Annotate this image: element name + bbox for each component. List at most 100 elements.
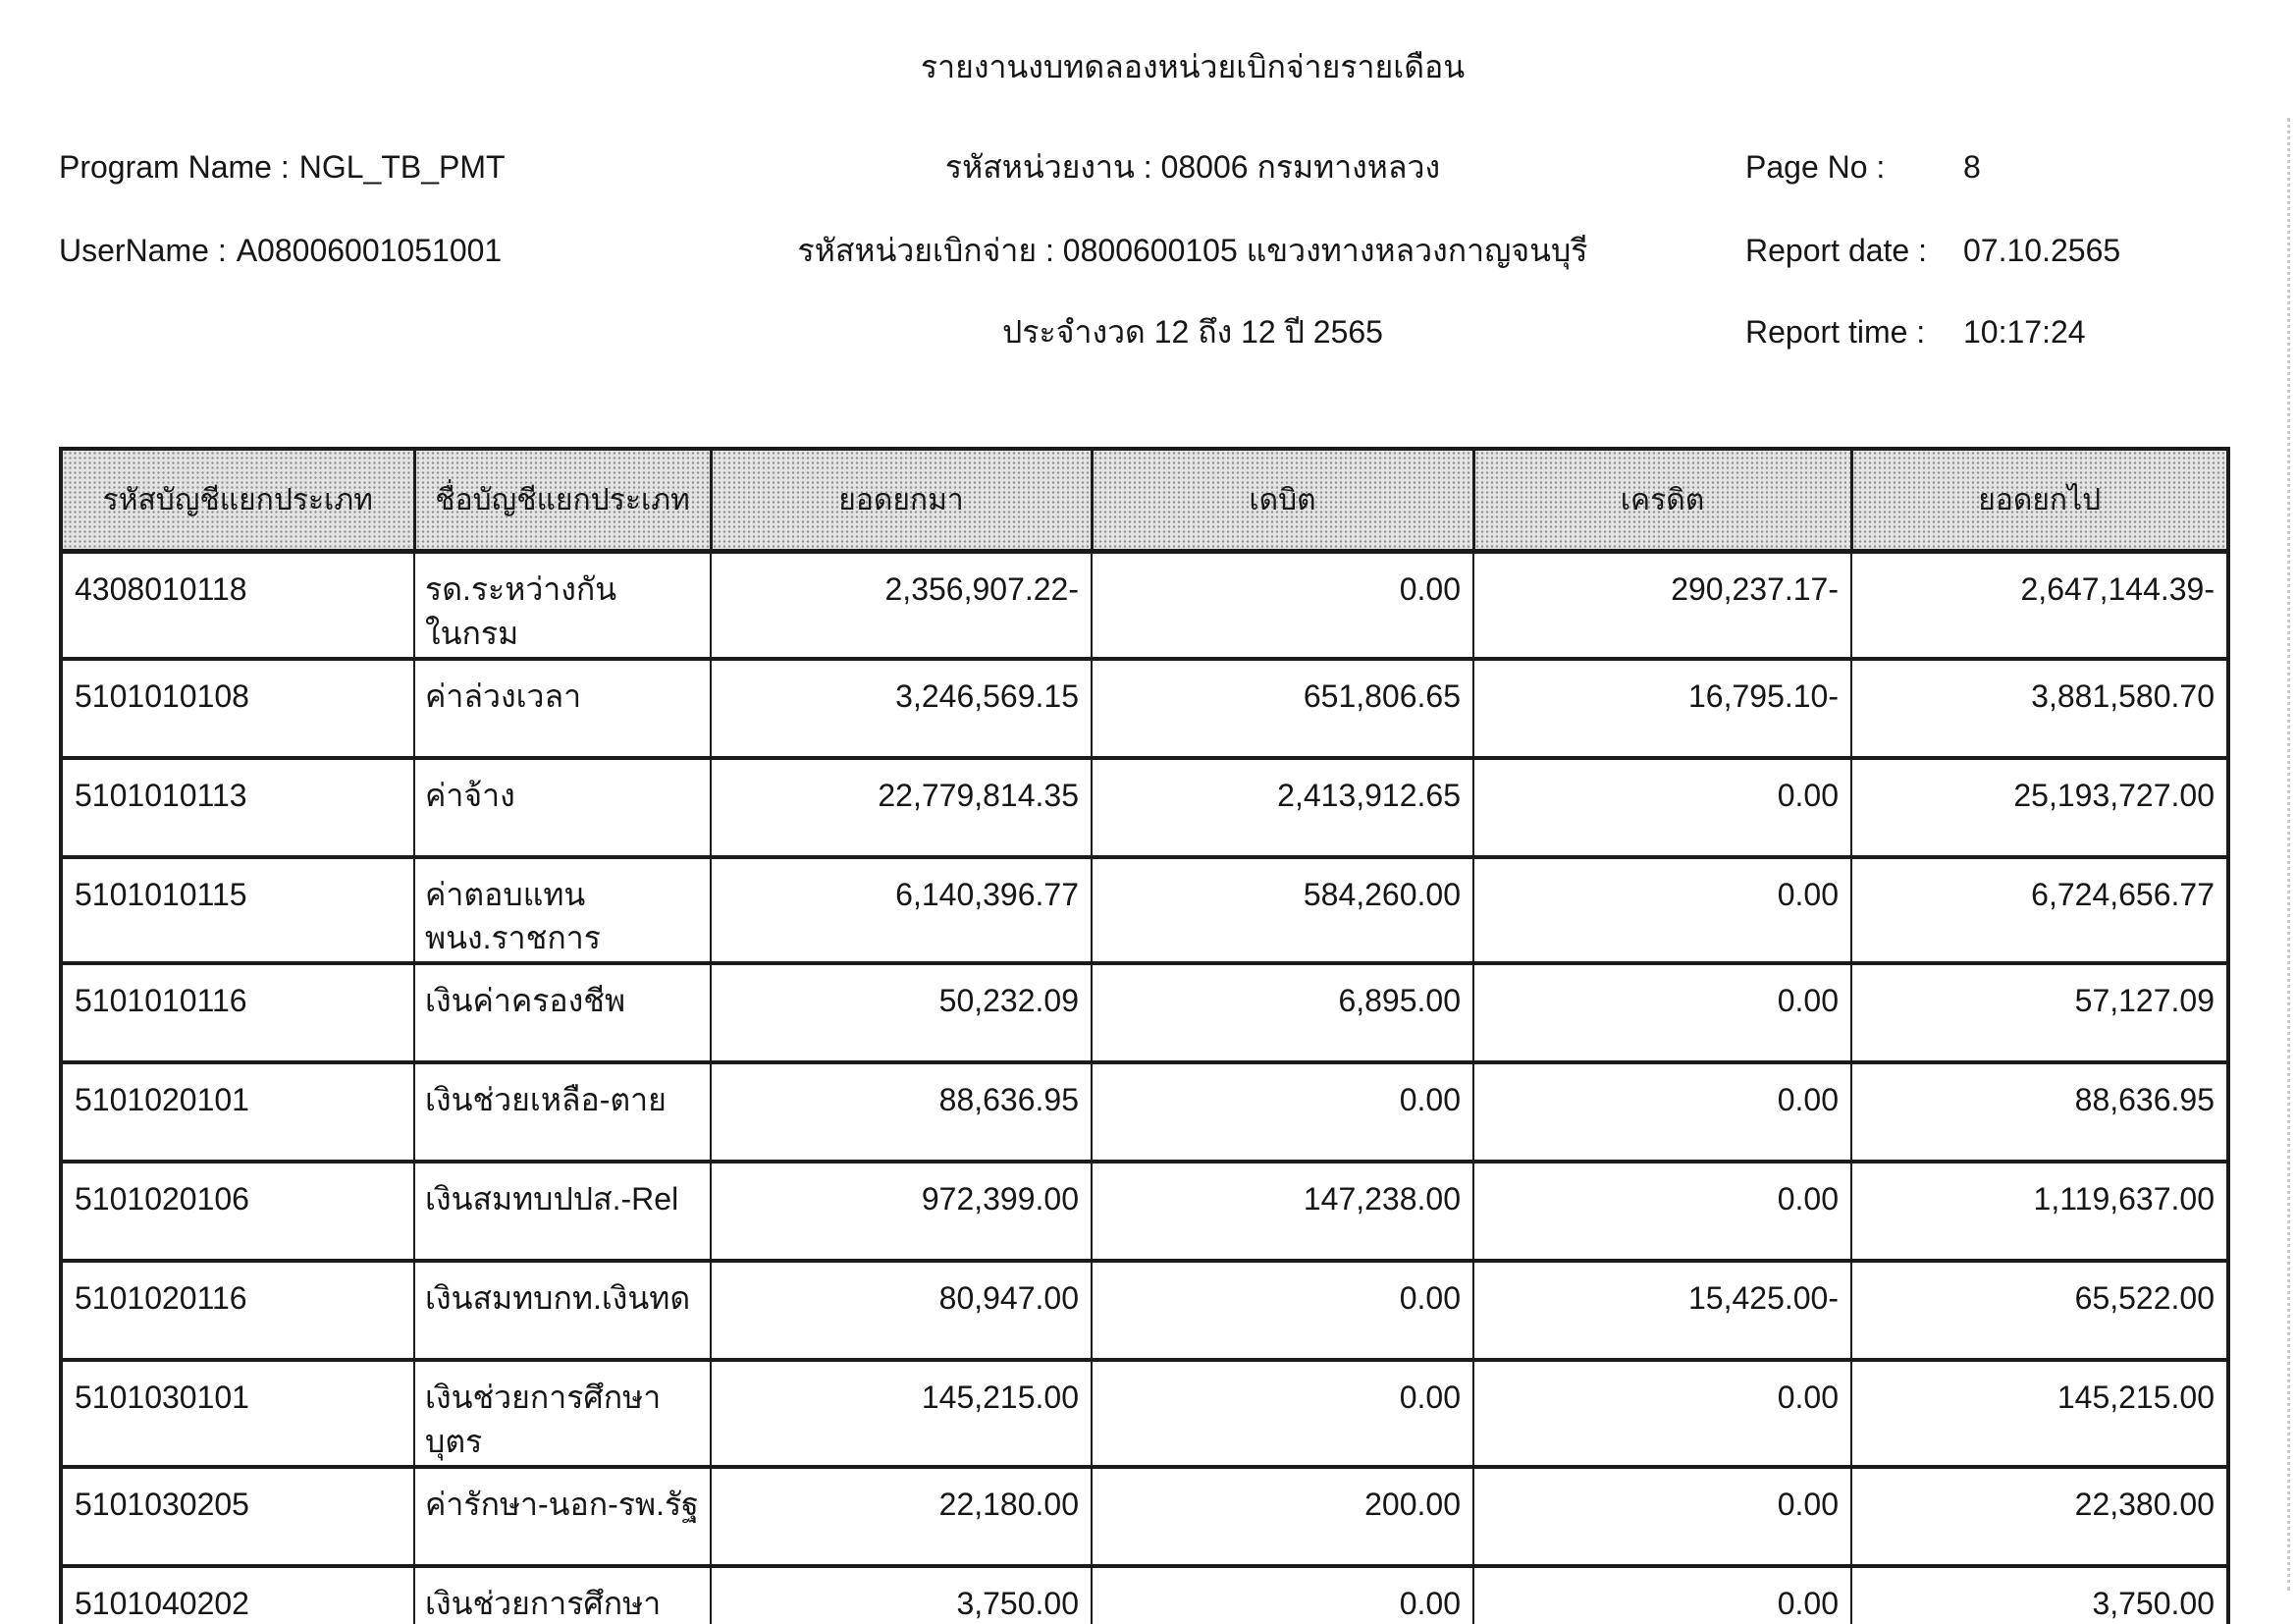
cell-credit: 16,795.10- (1472, 656, 1852, 760)
cell-debit: 0.00 (1091, 1358, 1474, 1469)
cell-credit: 0.00 (1472, 1060, 1852, 1164)
cell-code: 5101010113 (60, 755, 415, 859)
cell-name: ค่าล่วงเวลา (413, 656, 712, 760)
cell-carried-forward: 1,119,637.00 (1850, 1160, 2229, 1264)
column-header: รหัสบัญชีแยกประเภท (59, 447, 416, 554)
table-row: 5101040202เงินช่วยการศึกษาบุตร3,750.000.… (60, 1563, 2229, 1624)
cell-name: เงินช่วยการศึกษาบุตร (413, 1563, 712, 1624)
cell-carried-forward: 57,127.09 (1850, 961, 2229, 1065)
cell-name: เงินสมทบปปส.-Rel (413, 1160, 712, 1264)
cell-brought-forward: 3,750.00 (710, 1563, 1093, 1624)
report-time-value: 10:17:24 (1963, 314, 2086, 350)
username-line: UserName : A08006001051001 (59, 231, 502, 270)
period-line: ประจำงวด 12 ถึง 12 ปี 2565 (1002, 314, 1383, 350)
program-name-label: Program Name : (59, 149, 290, 185)
cell-credit: 0.00 (1472, 755, 1852, 859)
cell-brought-forward: 6,140,396.77 (710, 854, 1093, 966)
cell-credit: 0.00 (1472, 1464, 1852, 1568)
cell-name: เงินช่วยเหลือ-ตาย (413, 1060, 712, 1164)
cell-carried-forward: 22,380.00 (1850, 1464, 2229, 1568)
cell-debit: 6,895.00 (1091, 961, 1474, 1065)
cell-code: 5101020101 (60, 1060, 415, 1164)
cell-debit: 584,260.00 (1091, 854, 1474, 966)
table-row: 5101020101 เงินช่วยเหลือ-ตาย 88,636.95 0.00… (60, 1060, 2229, 1164)
cell-credit: 0.00 (1472, 854, 1852, 966)
trial-balance-table: รหัสบัญชีแยกประเภท ชื่อบัญชีแยกประเภท ยอดย… (59, 447, 2230, 1624)
page-no-label: Page No : (1745, 149, 1886, 185)
column-header: ชื่อบัญชีแยกประเภท (412, 447, 713, 554)
table-row: 5101010115 ค่าตอบแทนพนง.ราชการ 6,140,396.7… (60, 854, 2229, 966)
cell-credit: 0.00 (1472, 1563, 1852, 1624)
cell-credit: 290,237.17- (1472, 549, 1852, 661)
cell-code: 5101010116 (60, 961, 415, 1065)
cell-carried-forward: 2,647,144.39- (1850, 549, 2229, 661)
cell-carried-forward: 25,193,727.00 (1850, 755, 2229, 859)
cell-carried-forward: 88,636.95 (1850, 1060, 2229, 1164)
cell-code: 5101040202 (60, 1563, 415, 1624)
cell-name: ค่าจ้าง (413, 755, 712, 859)
agency-line: รหัสหน่วยงาน : 08006 กรมทางหลวง (944, 149, 1441, 185)
cell-debit: 2,413,912.65 (1091, 755, 1474, 859)
report-time-label: Report time : (1745, 314, 1926, 350)
page-no-value: 8 (1963, 149, 1981, 185)
cell-brought-forward: 50,232.09 (710, 961, 1093, 1065)
cell-debit: 0.00 (1091, 549, 1474, 661)
report-date-value: 07.10.2565 (1963, 233, 2121, 268)
cell-code: 5101010115 (60, 854, 415, 966)
cell-debit: 147,238.00 (1091, 1160, 1474, 1264)
cell-name: เงินสมทบกท.เงินทด (413, 1259, 712, 1363)
cell-name: ค่าตอบแทนพนง.ราชการ (413, 854, 712, 966)
cell-name: ค่ารักษา-นอก-รพ.รัฐ (413, 1464, 712, 1568)
cell-brought-forward: 88,636.95 (710, 1060, 1093, 1164)
table-body: 4308010118 รด.ระหว่างกันในกรม 2,356,907.22… (60, 549, 2229, 1624)
cell-brought-forward: 145,215.00 (710, 1358, 1093, 1469)
cell-credit: 15,425.00- (1472, 1259, 1852, 1363)
cell-brought-forward: 22,180.00 (710, 1464, 1093, 1568)
cell-name: เงินค่าครองชีพ (413, 961, 712, 1065)
column-header: เครดิต (1471, 447, 1853, 554)
column-header: ยอดยกมา (709, 447, 1094, 554)
cell-code: 5101030205 (60, 1464, 415, 1568)
table-row: 5101010116 เงินค่าครองชีพ 50,232.09 6,895.0… (60, 961, 2229, 1065)
cell-debit: 651,806.65 (1091, 656, 1474, 760)
table-row: 5101030205 ค่ารักษา-นอก-รพ.รัฐ 22,180.00 20… (60, 1464, 2229, 1568)
cell-brought-forward: 80,947.00 (710, 1259, 1093, 1363)
column-header: เดบิต (1090, 447, 1475, 554)
table-header-row: รหัสบัญชีแยกประเภท ชื่อบัญชีแยกประเภท ยอดย… (59, 447, 2230, 554)
cell-brought-forward: 22,779,814.35 (710, 755, 1093, 859)
cell-debit: 0.00 (1091, 1060, 1474, 1164)
cell-brought-forward: 3,246,569.15 (710, 656, 1093, 760)
cell-name: เงินช่วยการศึกษาบุตร (413, 1358, 712, 1469)
cell-credit: 0.00 (1472, 1160, 1852, 1264)
username-label: UserName : (59, 233, 227, 268)
cell-credit: 0.00 (1472, 961, 1852, 1065)
cell-name: รด.ระหว่างกันในกรม (413, 549, 712, 661)
cell-carried-forward: 3,881,580.70 (1850, 656, 2229, 760)
table-row: 4308010118 รด.ระหว่างกันในกรม 2,356,907.22… (60, 549, 2229, 661)
cell-carried-forward: 65,522.00 (1850, 1259, 2229, 1363)
cell-carried-forward: 145,215.00 (1850, 1358, 2229, 1469)
cell-code: 5101030101 (60, 1358, 415, 1469)
column-header: ยอดยกไป (1849, 447, 2230, 554)
cell-brought-forward: 972,399.00 (710, 1160, 1093, 1264)
table-row: 5101020116 เงินสมทบกท.เงินทด 80,947.00 0.00… (60, 1259, 2229, 1363)
scan-edge-artifact (2287, 118, 2290, 1591)
cell-debit: 200.00 (1091, 1464, 1474, 1568)
table-row: 5101030101 เงินช่วยการศึกษาบุตร 145,215.00… (60, 1358, 2229, 1469)
table-row: 5101020106 เงินสมทบปปส.-Rel 972,399.00 147,… (60, 1160, 2229, 1264)
cell-code: 4308010118 (60, 549, 415, 661)
username-value: A08006001051001 (236, 233, 503, 268)
cell-code: 5101010108 (60, 656, 415, 760)
program-name-value: NGL_TB_PMT (298, 149, 506, 185)
cell-debit: 0.00 (1091, 1563, 1474, 1624)
disbursement-unit-line: รหัสหน่วยเบิกจ่าย : 0800600105 แขวงทางหล… (797, 233, 1588, 268)
cell-brought-forward: 2,356,907.22- (710, 549, 1093, 661)
table-row: 5101010113 ค่าจ้าง 22,779,814.35 2,413,912.… (60, 755, 2229, 859)
report-title: รายงานงบทดลองหน่วยเบิกจ่ายรายเดือน (920, 49, 1466, 84)
cell-carried-forward: 3,750.00 (1850, 1563, 2229, 1624)
cell-code: 5101020106 (60, 1160, 415, 1264)
table-row: 5101010108 ค่าล่วงเวลา 3,246,569.15 651,806… (60, 656, 2229, 760)
cell-debit: 0.00 (1091, 1259, 1474, 1363)
cell-code: 5101020116 (60, 1259, 415, 1363)
